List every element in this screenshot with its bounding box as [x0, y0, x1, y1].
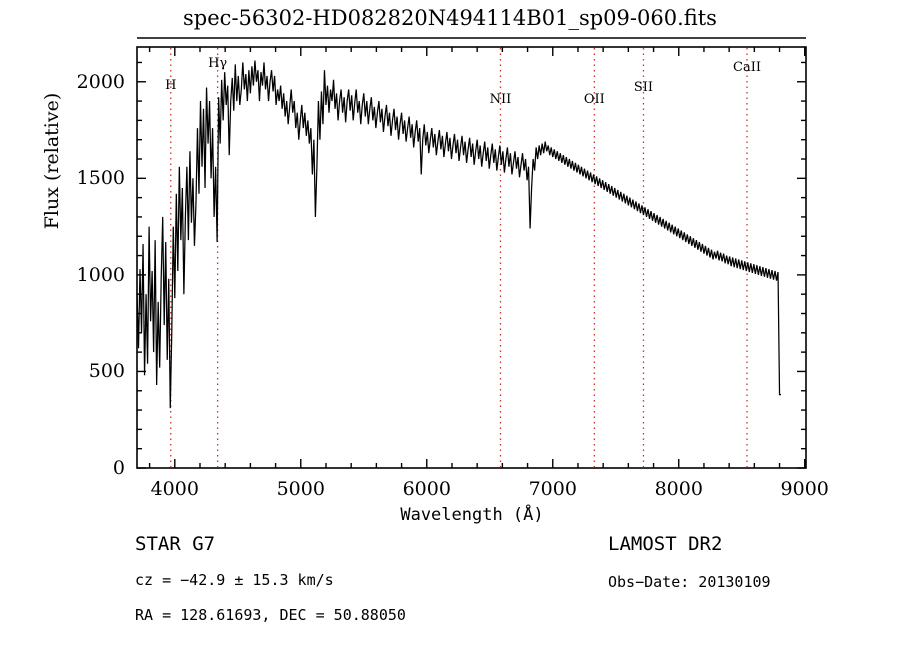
x-axis-tick-label: 6000 [402, 478, 451, 500]
x-axis-title: Wavelength (Å) [400, 505, 544, 525]
spectral-line-label: H [165, 77, 177, 93]
x-axis-tick-label: 4000 [150, 478, 199, 500]
y-axis-tick-label: 0 [112, 457, 125, 479]
spectral-line-label: OII [583, 92, 605, 108]
y-axis-tick-label: 500 [88, 360, 125, 383]
survey-label: LAMOST DR2 [608, 533, 723, 555]
y-axis-tick-label: 1500 [76, 167, 125, 190]
coordinates-label: RA = 128.61693, DEC = 50.88050 [135, 606, 406, 624]
obs-date-label: Obs−Date: 20130109 [608, 573, 771, 591]
page-title: spec-56302-HD082820N494114B01_sp09-060.f… [183, 6, 717, 30]
spectral-line-label: Hγ [208, 56, 228, 72]
spectral-line-label: SII [633, 79, 654, 95]
spectral-line-label: NII [489, 92, 512, 108]
x-axis-tick-label: 8000 [654, 478, 703, 500]
x-axis-tick-label: 5000 [276, 478, 325, 500]
object-type-label: STAR G7 [135, 533, 216, 555]
x-axis-tick-label: 9000 [780, 478, 829, 500]
y-axis-tick-label: 1000 [76, 263, 125, 286]
x-axis-tick-label: 7000 [528, 478, 577, 500]
y-axis-title: Flux (relative) [41, 92, 63, 230]
y-axis-tick-label: 2000 [76, 70, 125, 93]
radial-velocity-label: cz = −42.9 ± 15.3 km/s [135, 571, 334, 589]
spectral-line-label: CaII [733, 60, 762, 76]
